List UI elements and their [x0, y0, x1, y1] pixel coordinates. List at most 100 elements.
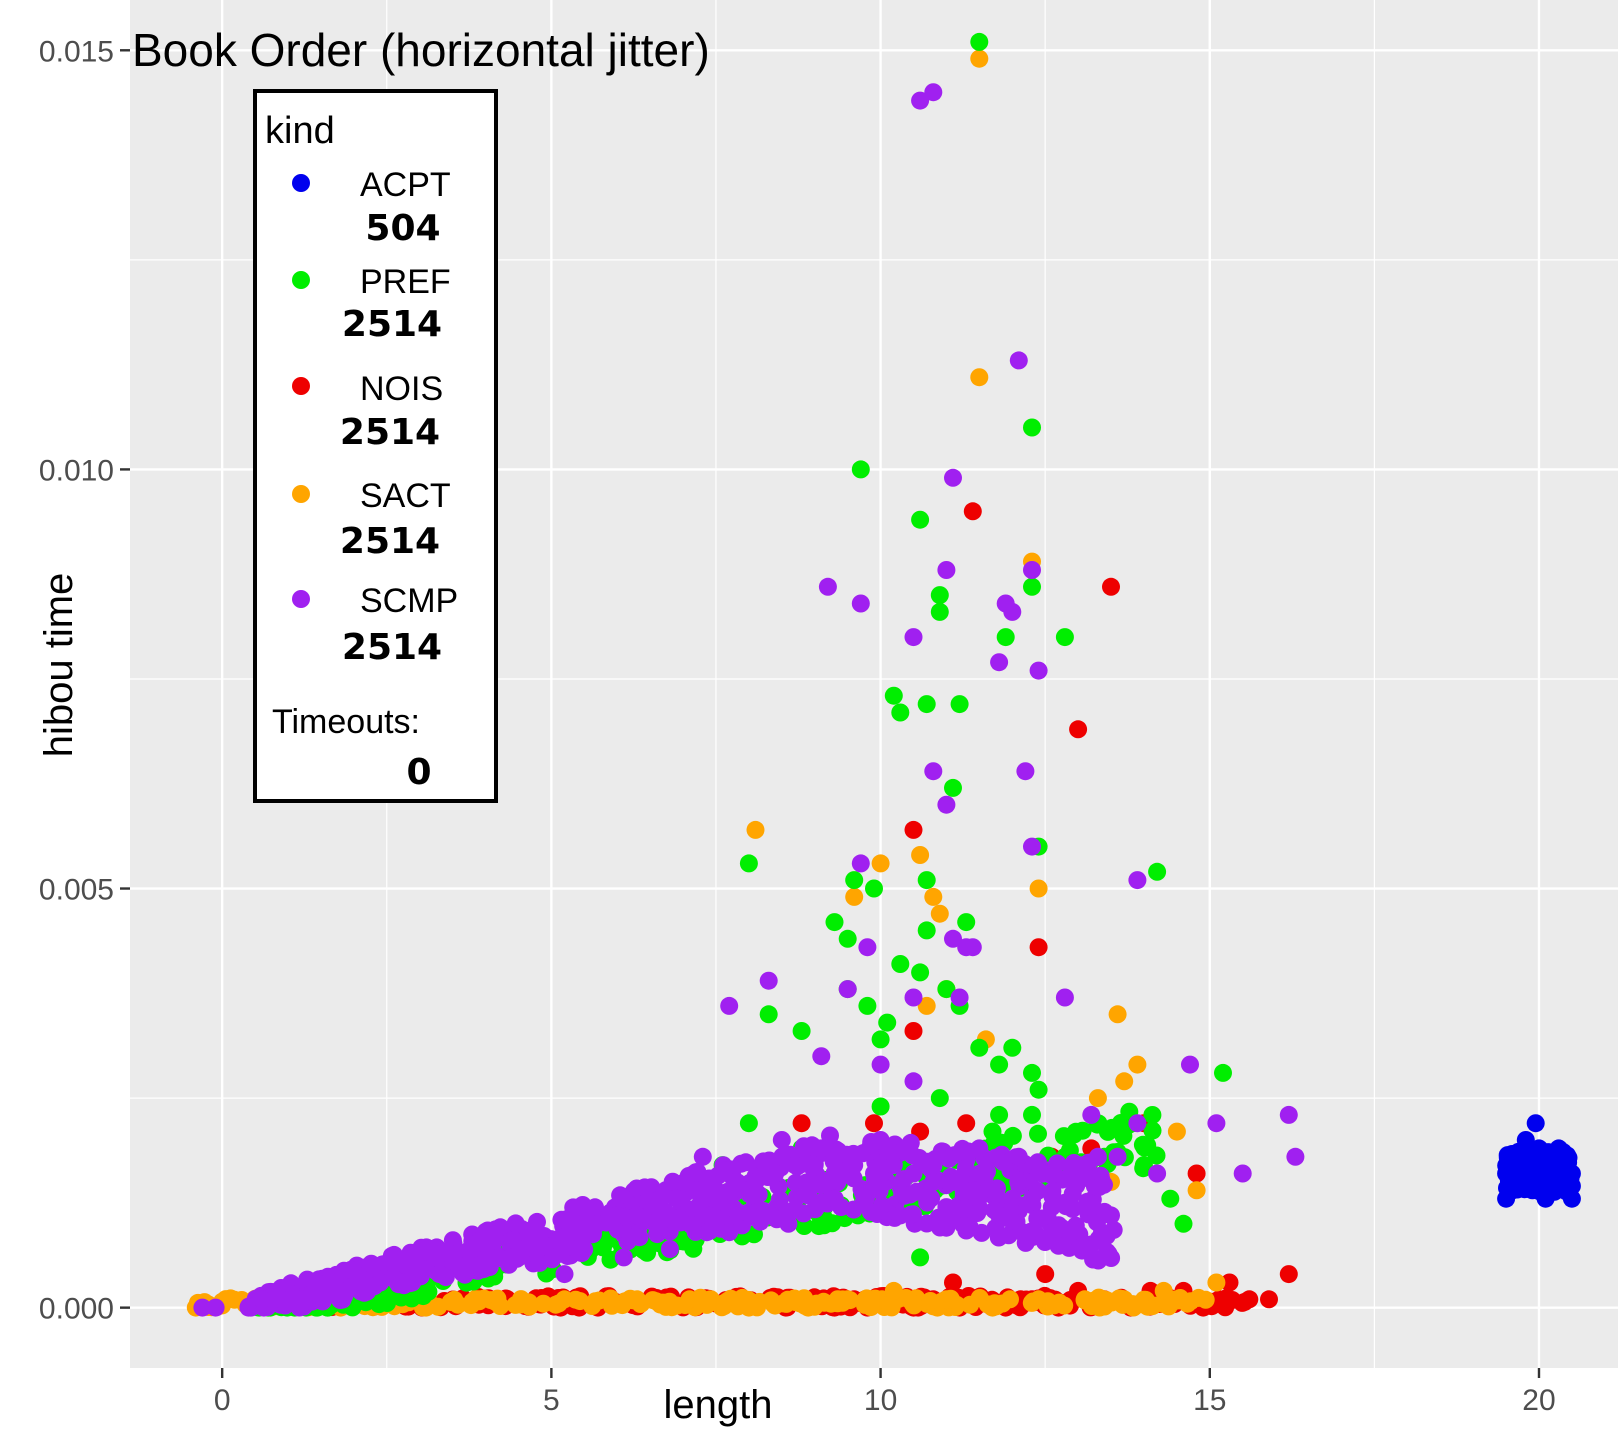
legend-key-scmp [292, 590, 310, 608]
data-point-pref [917, 871, 936, 890]
legend: kind ACPT 504 PREF 2514 NOIS 2514 SACT 2… [253, 89, 498, 803]
legend-key-pref [292, 271, 310, 289]
data-point-scmp [1016, 762, 1035, 781]
data-point-scmp [924, 762, 943, 781]
data-point-pref [759, 1005, 778, 1024]
data-point-scmp [626, 1227, 645, 1246]
data-point-scmp [772, 1131, 791, 1149]
data-point-scmp [292, 1290, 311, 1309]
data-point-pref [996, 628, 1015, 647]
data-point-sact [746, 820, 765, 839]
data-point-pref [370, 1295, 388, 1314]
data-point-acpt [1516, 1131, 1535, 1149]
data-point-sact [1115, 1072, 1134, 1091]
data-point-pref [825, 913, 844, 932]
data-point-scmp [682, 1215, 701, 1234]
x-axis-title: length [664, 1383, 773, 1427]
legend-title: kind [265, 110, 335, 152]
data-point-scmp [549, 1231, 567, 1250]
data-point-scmp [904, 1164, 923, 1183]
data-point-scmp [1181, 1055, 1199, 1074]
data-point-sact [903, 1294, 922, 1313]
data-point-scmp [944, 468, 962, 487]
data-point-sact [1115, 1290, 1134, 1309]
data-point-scmp [1128, 1114, 1147, 1133]
data-point-pref [865, 879, 883, 898]
data-point-pref [838, 929, 857, 948]
data-point-scmp [851, 594, 870, 613]
data-point-scmp [805, 1156, 824, 1175]
data-point-scmp [206, 1298, 225, 1317]
data-point-scmp [635, 1178, 654, 1197]
data-point-scmp [865, 1164, 883, 1183]
data-point-pref [930, 602, 949, 621]
data-point-sact [449, 1295, 467, 1314]
data-point-pref [1143, 1121, 1162, 1140]
data-point-sact [1075, 1290, 1094, 1309]
data-point-sact [766, 1296, 785, 1315]
data-point-scmp [720, 1223, 739, 1242]
data-point-sact [470, 1290, 488, 1309]
data-point-sact [1167, 1122, 1186, 1141]
data-point-sact [970, 368, 989, 387]
data-point-scmp [937, 561, 956, 579]
data-point-sact [739, 1298, 758, 1317]
data-point-scmp [1009, 1173, 1028, 1191]
data-point-scmp [351, 1281, 370, 1300]
data-point-scmp [746, 1172, 765, 1191]
data-point-pref [1003, 1038, 1022, 1057]
data-point-sact [863, 1296, 882, 1315]
data-point-scmp [693, 1147, 712, 1166]
legend-key-sact [292, 485, 310, 503]
data-point-pref [1134, 1156, 1153, 1175]
data-point-scmp [1043, 1182, 1062, 1201]
data-point-scmp [371, 1273, 390, 1292]
data-point-sact [884, 1281, 903, 1300]
data-point-scmp [588, 1214, 607, 1233]
data-point-scmp [311, 1281, 330, 1300]
data-point-scmp [1009, 351, 1028, 370]
data-point-scmp [687, 1181, 706, 1200]
data-point-scmp [924, 1172, 943, 1191]
data-point-nois [904, 1022, 923, 1040]
data-point-scmp [1286, 1147, 1305, 1166]
data-point-acpt [1530, 1156, 1548, 1175]
data-point-scmp [845, 1156, 864, 1175]
data-point-scmp [940, 1149, 958, 1168]
data-point-scmp [811, 1175, 830, 1194]
data-point-pref [911, 1248, 930, 1267]
data-point-scmp [871, 1055, 890, 1074]
data-point-pref [1055, 628, 1074, 647]
data-point-sact [917, 996, 936, 1015]
x-axis: 0 5 10 15 20 [214, 1368, 1556, 1417]
data-points [186, 32, 1581, 1317]
data-point-sact [1187, 1181, 1206, 1200]
data-point-pref [1161, 1189, 1180, 1208]
data-point-sact [1029, 1290, 1048, 1309]
data-point-scmp [529, 1240, 548, 1258]
data-point-scmp [647, 1198, 666, 1217]
data-point-sact [924, 887, 943, 906]
data-point-nois [1029, 938, 1048, 957]
data-point-pref [1214, 1063, 1232, 1082]
data-point-nois [963, 502, 982, 521]
data-point-pref [1135, 1138, 1154, 1157]
data-point-scmp [851, 854, 870, 873]
data-point-scmp [611, 1186, 630, 1205]
data-point-scmp [1072, 1238, 1091, 1257]
data-point-scmp [239, 1298, 258, 1317]
data-point-scmp [1049, 1236, 1068, 1255]
data-point-sact [680, 1290, 699, 1309]
data-point-scmp [1085, 1249, 1104, 1268]
data-point-scmp [720, 996, 739, 1015]
data-point-nois [1279, 1265, 1298, 1284]
data-point-scmp [832, 1198, 851, 1217]
data-point-scmp [470, 1256, 488, 1275]
data-point-scmp [1023, 561, 1041, 579]
data-point-scmp [1102, 1249, 1121, 1267]
data-point-scmp [1042, 1198, 1061, 1217]
data-point-sact [1196, 1290, 1215, 1309]
legend-key-acpt [292, 174, 310, 192]
data-point-pref [739, 854, 758, 873]
data-point-sact [1128, 1055, 1147, 1074]
